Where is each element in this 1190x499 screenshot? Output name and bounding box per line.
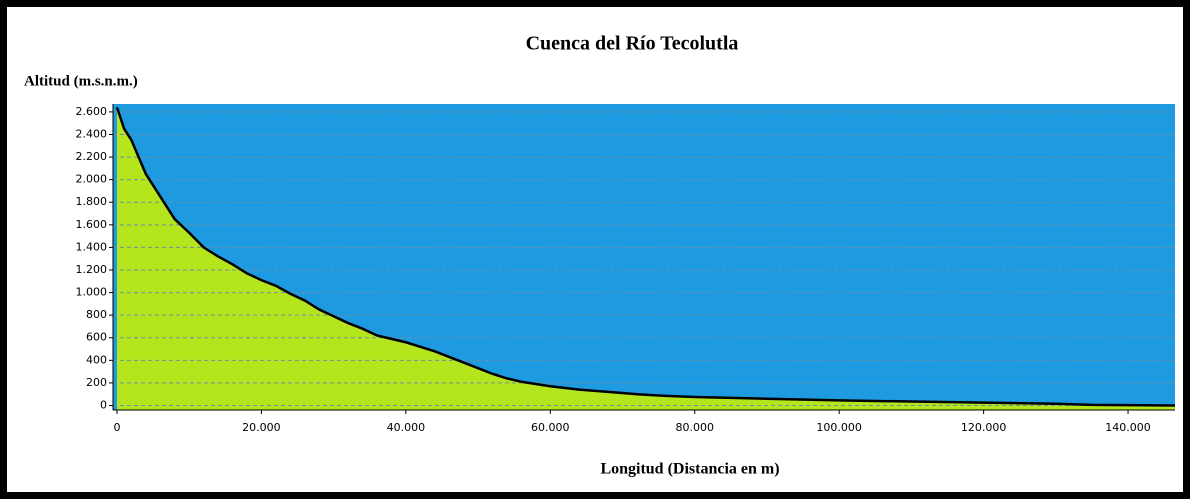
x-tick-label: 80.000 bbox=[675, 421, 714, 434]
x-tick-label: 20.000 bbox=[242, 421, 281, 434]
chart-title: Cuenca del Río Tecolutla bbox=[526, 33, 739, 55]
x-tick-label: 0 bbox=[113, 421, 120, 434]
y-tick-label: 1.000 bbox=[76, 286, 108, 299]
y-tick-label: 2.600 bbox=[76, 105, 108, 118]
y-tick-label: 1.200 bbox=[76, 263, 108, 276]
y-tick-label: 0 bbox=[100, 398, 107, 411]
x-tick-label: 140.000 bbox=[1105, 421, 1151, 434]
x-tick-label: 120.000 bbox=[961, 421, 1007, 434]
x-tick-label: 40.000 bbox=[387, 421, 426, 434]
profile-line bbox=[115, 106, 1176, 407]
x-tick-label: 60.000 bbox=[531, 421, 570, 434]
y-tick-label: 2.400 bbox=[76, 127, 108, 140]
y-tick-label: 800 bbox=[86, 308, 107, 321]
y-tick-label: 1.400 bbox=[76, 240, 108, 253]
area bbox=[116, 107, 1175, 410]
y-tick-label: 2.000 bbox=[76, 173, 108, 186]
y-axis-label: Altitud (m.s.n.m.) bbox=[24, 73, 138, 89]
x-axis-label: Longitud (Distancia en m) bbox=[600, 461, 779, 478]
y-tick-label: 200 bbox=[86, 376, 107, 389]
y-tick-label: 400 bbox=[86, 353, 107, 366]
x-tick-label: 100.000 bbox=[816, 421, 862, 434]
y-tick-label: 600 bbox=[86, 331, 107, 344]
y-tick-label: 1.800 bbox=[76, 195, 108, 208]
y-tick-label: 2.200 bbox=[76, 150, 108, 163]
y-tick-label: 1.600 bbox=[76, 218, 108, 231]
